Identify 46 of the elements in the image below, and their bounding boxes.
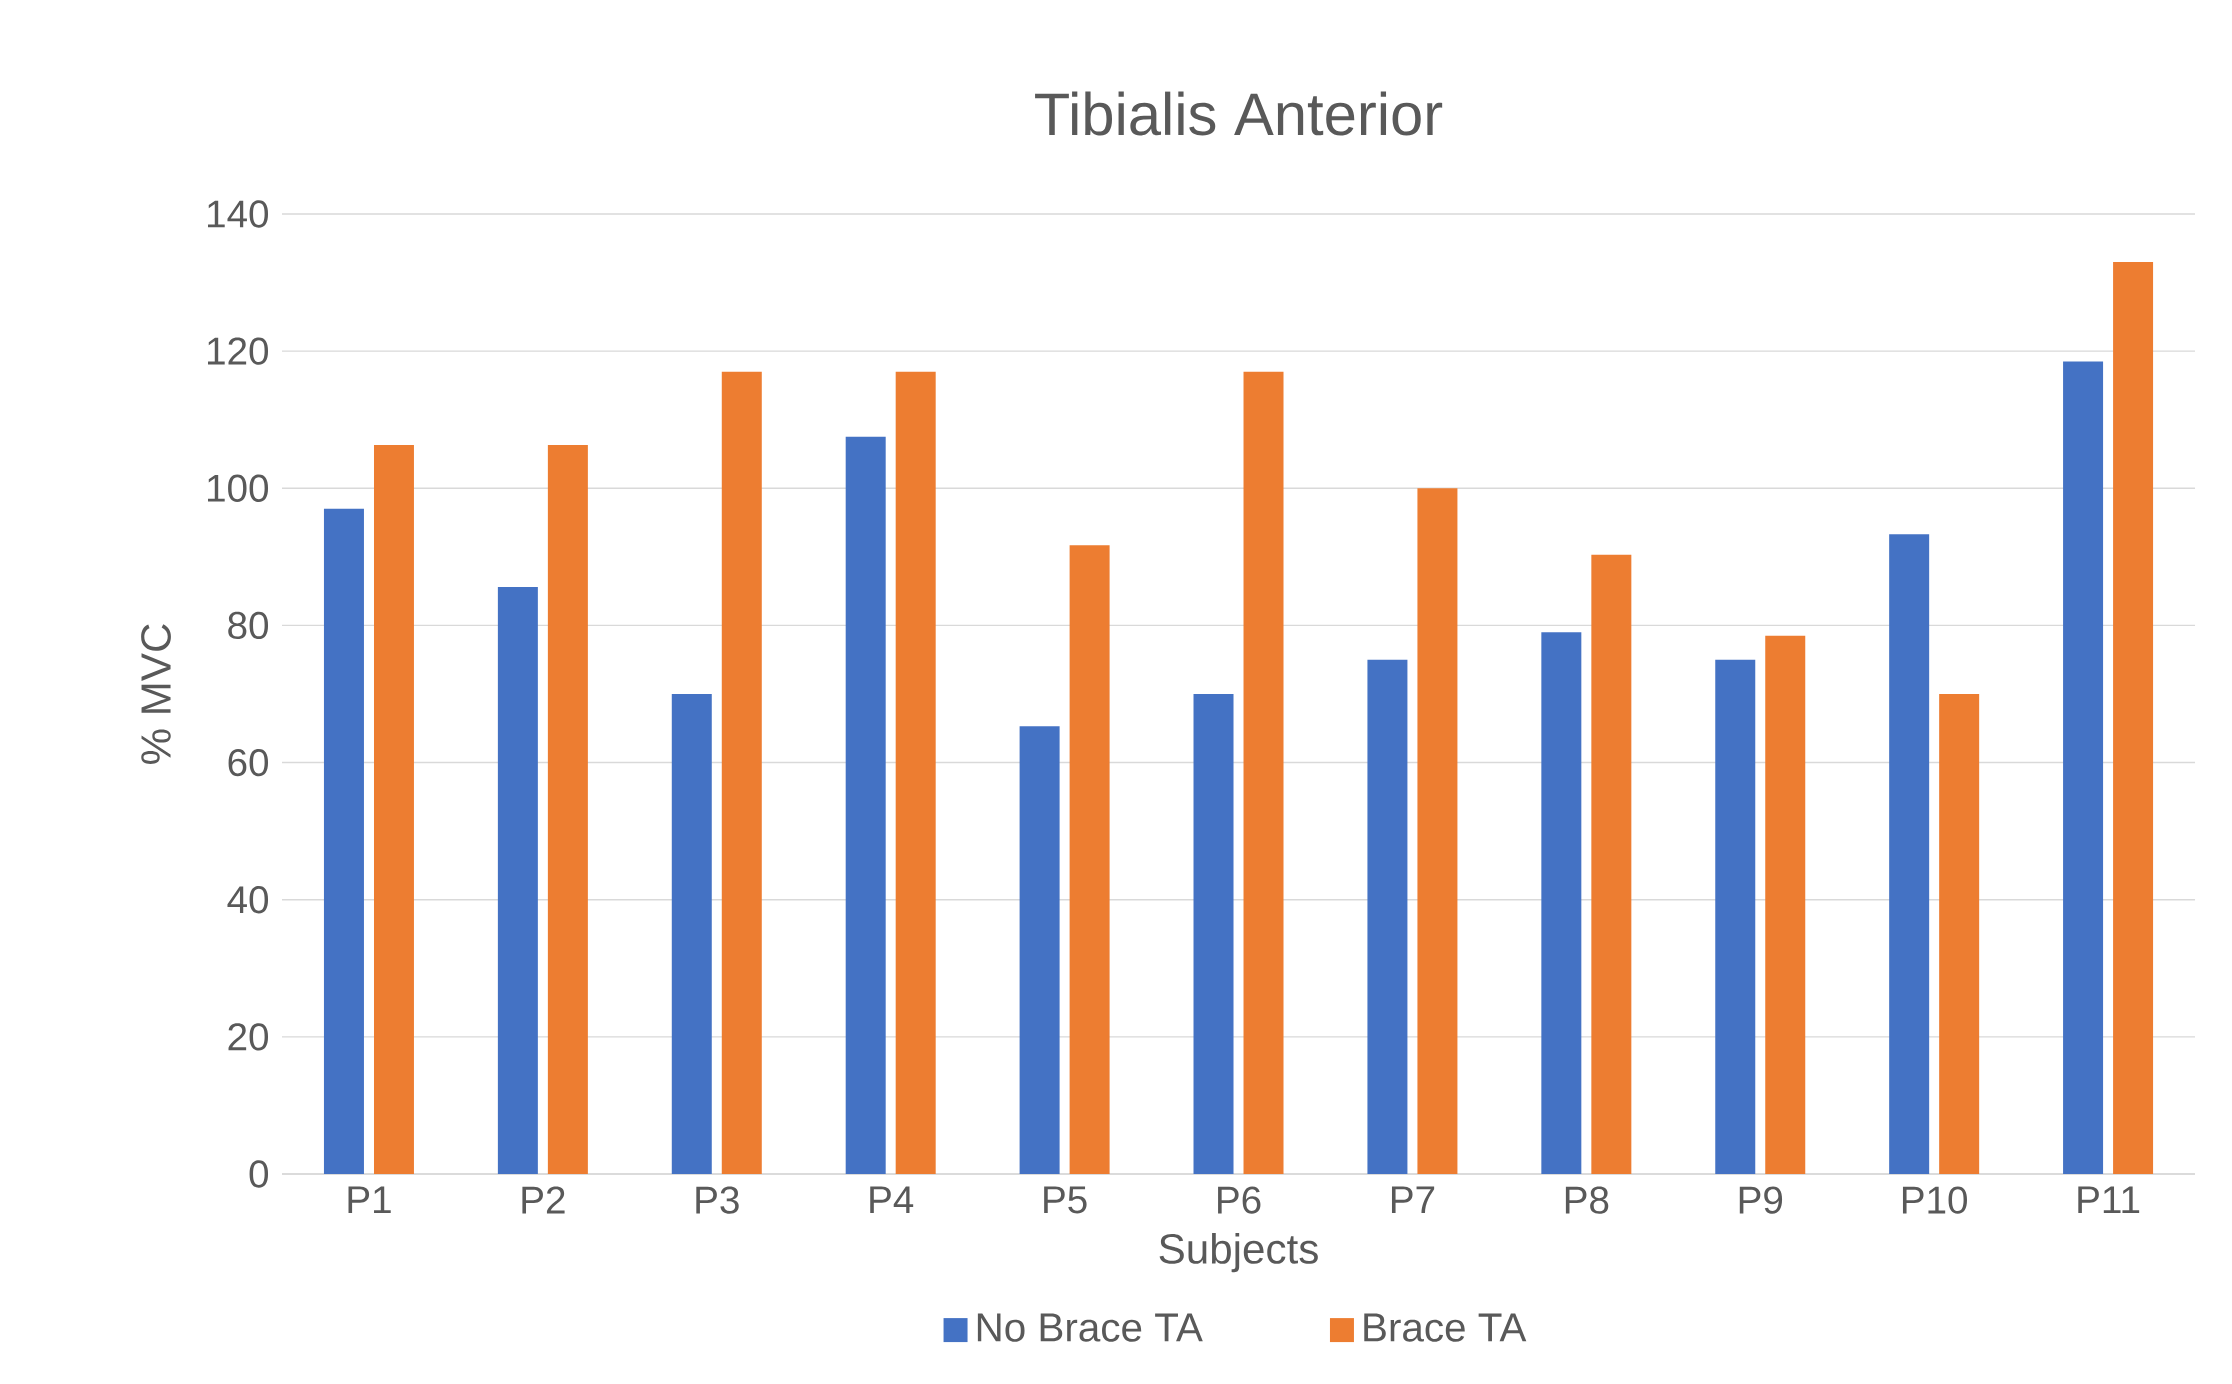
y-axis-title: % MVC bbox=[141, 624, 171, 764]
bar bbox=[2113, 261, 2154, 1174]
x-tick-label: P8 bbox=[1565, 1186, 1609, 1214]
y-tick-label: 0 bbox=[249, 1160, 269, 1188]
bar bbox=[1069, 545, 1110, 1174]
bar bbox=[1591, 554, 1632, 1174]
bar bbox=[1765, 635, 1806, 1174]
bar bbox=[373, 445, 414, 1174]
y-tick-label: 40 bbox=[227, 886, 269, 914]
x-tick-label: P10 bbox=[1902, 1186, 1967, 1214]
y-tick-label: 20 bbox=[228, 1023, 269, 1051]
chart-title: Tibialis Anterior bbox=[1035, 91, 1443, 136]
bar bbox=[1019, 726, 1060, 1174]
x-tick-label: P2 bbox=[522, 1186, 565, 1214]
bar bbox=[1541, 632, 1582, 1174]
bar bbox=[497, 587, 538, 1174]
bar bbox=[845, 436, 886, 1174]
legend-label: Brace TA bbox=[1364, 1313, 1527, 1342]
x-tick-label: P1 bbox=[348, 1186, 391, 1213]
bar bbox=[1715, 659, 1756, 1174]
bar bbox=[721, 371, 762, 1174]
x-tick-label: P5 bbox=[1044, 1186, 1087, 1214]
x-tick-label: P6 bbox=[1218, 1186, 1261, 1214]
x-tick-label: P7 bbox=[1391, 1186, 1435, 1213]
bar bbox=[1417, 488, 1458, 1174]
y-tick-label: 80 bbox=[228, 611, 269, 640]
x-tick-label: P4 bbox=[870, 1186, 914, 1213]
bar bbox=[895, 371, 936, 1174]
bar bbox=[1243, 371, 1284, 1174]
bar bbox=[1193, 693, 1234, 1174]
y-tick-label: 60 bbox=[228, 748, 269, 777]
y-tick-label: 100 bbox=[208, 474, 269, 502]
bar bbox=[1939, 693, 1980, 1174]
bar bbox=[323, 508, 364, 1174]
y-tick-label: 120 bbox=[208, 337, 269, 365]
bar bbox=[671, 693, 712, 1174]
x-tick-label: P3 bbox=[696, 1186, 739, 1214]
legend-label: No Brace TA bbox=[977, 1313, 1203, 1342]
y-tick-label: 140 bbox=[208, 200, 269, 228]
bar bbox=[1889, 534, 1930, 1174]
bar bbox=[1367, 659, 1408, 1174]
x-tick-label: P11 bbox=[2078, 1186, 2140, 1213]
x-axis-title: Subjects bbox=[1159, 1232, 1318, 1273]
x-tick-label: P9 bbox=[1739, 1186, 1783, 1214]
bar bbox=[547, 445, 588, 1174]
bar bbox=[2063, 361, 2104, 1174]
